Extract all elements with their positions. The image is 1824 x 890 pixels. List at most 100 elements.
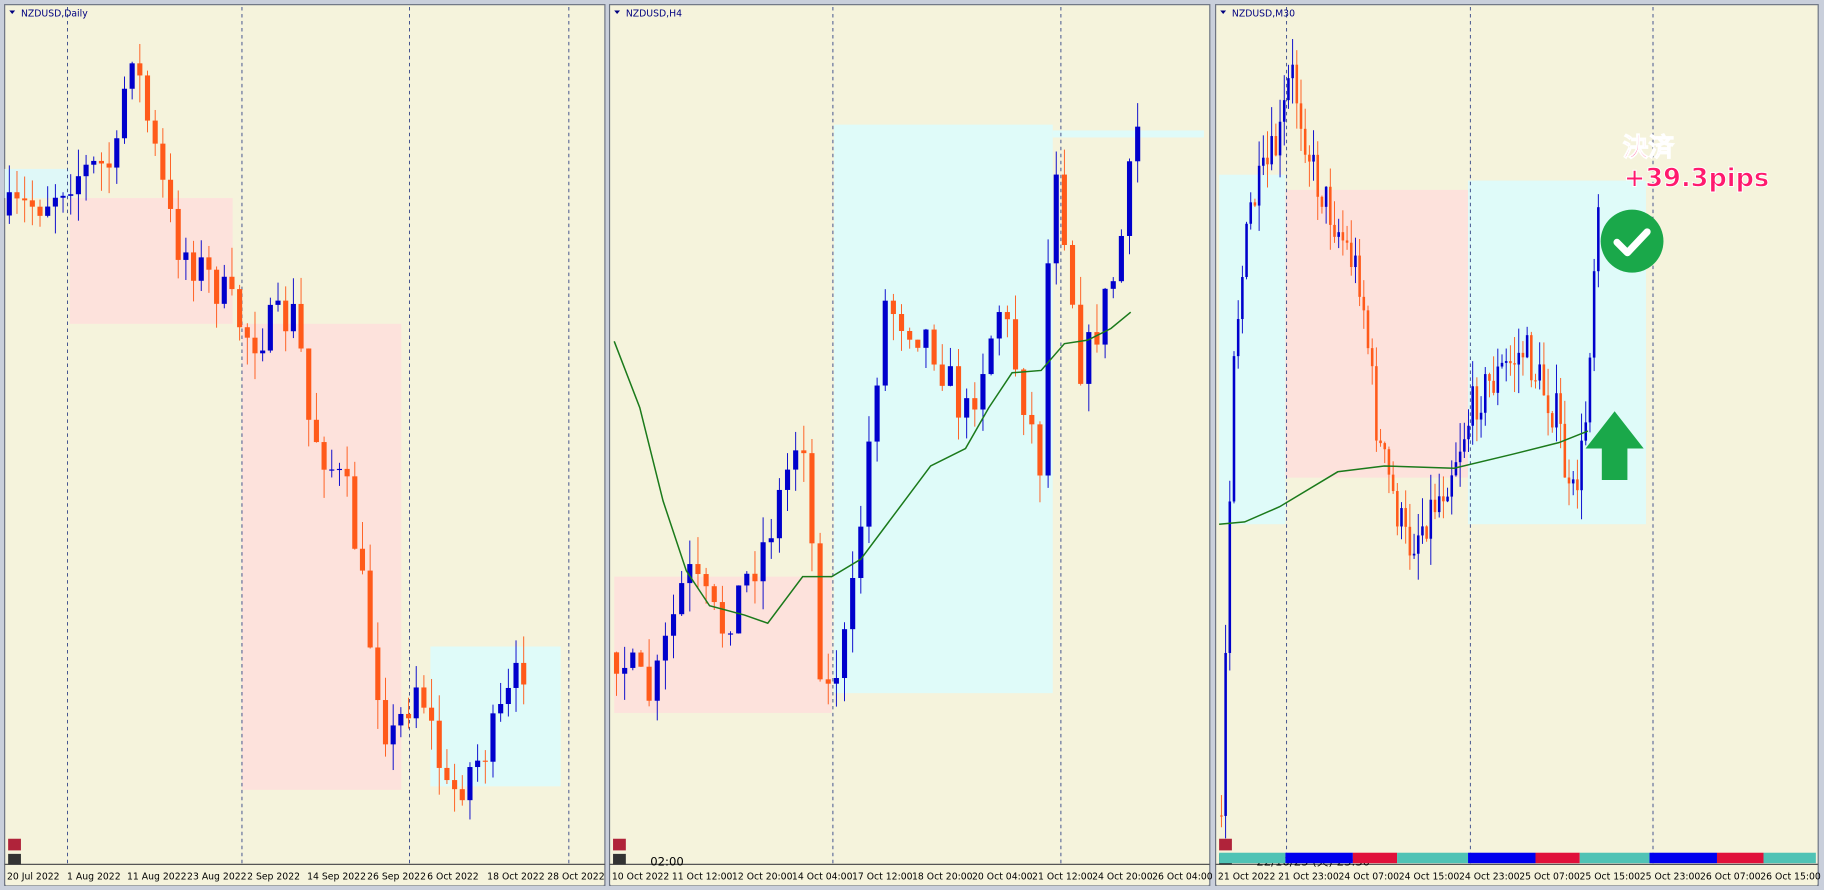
candle-body [1291, 64, 1294, 79]
candle-body [1412, 553, 1416, 556]
candle-body [98, 160, 104, 164]
candle-body [1555, 393, 1558, 428]
candle-body [1366, 310, 1370, 349]
candle-body [1241, 277, 1244, 320]
candle-body [752, 573, 758, 582]
candle-body [313, 419, 319, 443]
candle-body [436, 720, 442, 768]
candle-body [129, 63, 135, 89]
check-icon [1600, 209, 1664, 273]
candle-body [662, 635, 668, 661]
candle-body [1333, 224, 1336, 237]
candle-body [60, 195, 66, 198]
candle-body [1563, 423, 1567, 478]
candle-body [1257, 165, 1261, 206]
candle-body [382, 700, 389, 745]
candle-body [1597, 207, 1600, 272]
candle-body [459, 789, 465, 801]
up-arrow [1585, 411, 1644, 480]
session-bar [1535, 852, 1580, 864]
chart-panel: NZDUSD,Daily 20 Jul 2022 1 Aug 2022 11 Aug … [4, 4, 606, 886]
candle-body [321, 442, 327, 470]
candle-body [858, 526, 864, 578]
candle-body [1045, 263, 1051, 476]
candle-body [83, 164, 89, 177]
x-tick-label: 1 Aug 2022 [67, 872, 121, 883]
candle-body [1375, 366, 1378, 441]
x-tick-label: 25 Oct 23:00 [1640, 872, 1701, 883]
candle-body [1463, 439, 1466, 452]
candle-body [801, 450, 807, 454]
candle-body [744, 573, 750, 586]
candle-body [1471, 386, 1474, 426]
candle-body [1224, 652, 1227, 816]
panel-button [613, 853, 626, 865]
candle-body [670, 614, 677, 636]
candle-body [444, 767, 450, 781]
candle-body [1337, 232, 1340, 237]
candle-body [1513, 363, 1516, 365]
candle-body [1262, 157, 1265, 166]
candle-body [1396, 491, 1399, 527]
candle-body [1329, 186, 1332, 225]
candle-body [1521, 352, 1525, 358]
candle-body [1525, 335, 1529, 358]
candle-body [482, 760, 488, 762]
session-bar [1219, 852, 1286, 864]
candle-body [1433, 499, 1437, 513]
candle-body [206, 257, 212, 270]
candle-body [1517, 352, 1521, 365]
candle-body [1425, 526, 1428, 539]
candle-body [37, 206, 43, 216]
candle-body [1274, 136, 1278, 156]
candle-body [833, 678, 839, 684]
x-tick-label: 24 Oct 20:00 [1092, 872, 1153, 883]
candle-body [874, 385, 880, 442]
candle-body [1475, 386, 1479, 420]
moving-average [1219, 430, 1589, 525]
candle-body [1236, 319, 1240, 357]
candle-body [498, 704, 504, 714]
candle-body [198, 257, 204, 281]
candle-body [825, 679, 831, 684]
candle-body [736, 585, 742, 634]
candle-body [980, 374, 986, 410]
candle-body [1567, 477, 1571, 484]
candle-body [106, 163, 112, 168]
panel-title: NZDUSD,M30 [1232, 8, 1295, 19]
label-strip [5, 864, 604, 886]
panel-button [1219, 838, 1232, 851]
candle-body [1232, 356, 1236, 502]
candle-body [6, 192, 12, 216]
candle-body [329, 469, 335, 471]
x-tick-label: 26 Sep 2022 [367, 872, 426, 883]
candle-body [336, 468, 342, 471]
x-tick-label: 25 Oct 07:00 [1519, 872, 1580, 883]
session-bar [1397, 852, 1469, 864]
candle-body [784, 469, 791, 490]
candle-body [14, 192, 20, 199]
candle-body [306, 348, 312, 420]
candle-body [490, 713, 496, 762]
candle-body [1500, 362, 1504, 367]
candle-body [1550, 413, 1554, 428]
candle-body [1492, 380, 1495, 393]
candle-body [475, 760, 481, 768]
candle-body [1245, 223, 1248, 278]
candle-body [1126, 161, 1133, 236]
candle-body [1488, 374, 1491, 381]
x-tick-label: 26 Oct 15:00 [1760, 872, 1821, 883]
candle-body [679, 583, 685, 615]
candle-body [513, 662, 519, 688]
candle-body [947, 366, 953, 386]
candle-body [1316, 154, 1320, 197]
session-bar [1716, 852, 1764, 864]
candle-body [1021, 369, 1027, 415]
candle-body [1341, 232, 1345, 241]
candle-body [68, 194, 74, 196]
candle-body [622, 667, 628, 674]
candle-body [398, 713, 404, 726]
candle-body [931, 329, 937, 365]
candle-body [776, 489, 782, 539]
